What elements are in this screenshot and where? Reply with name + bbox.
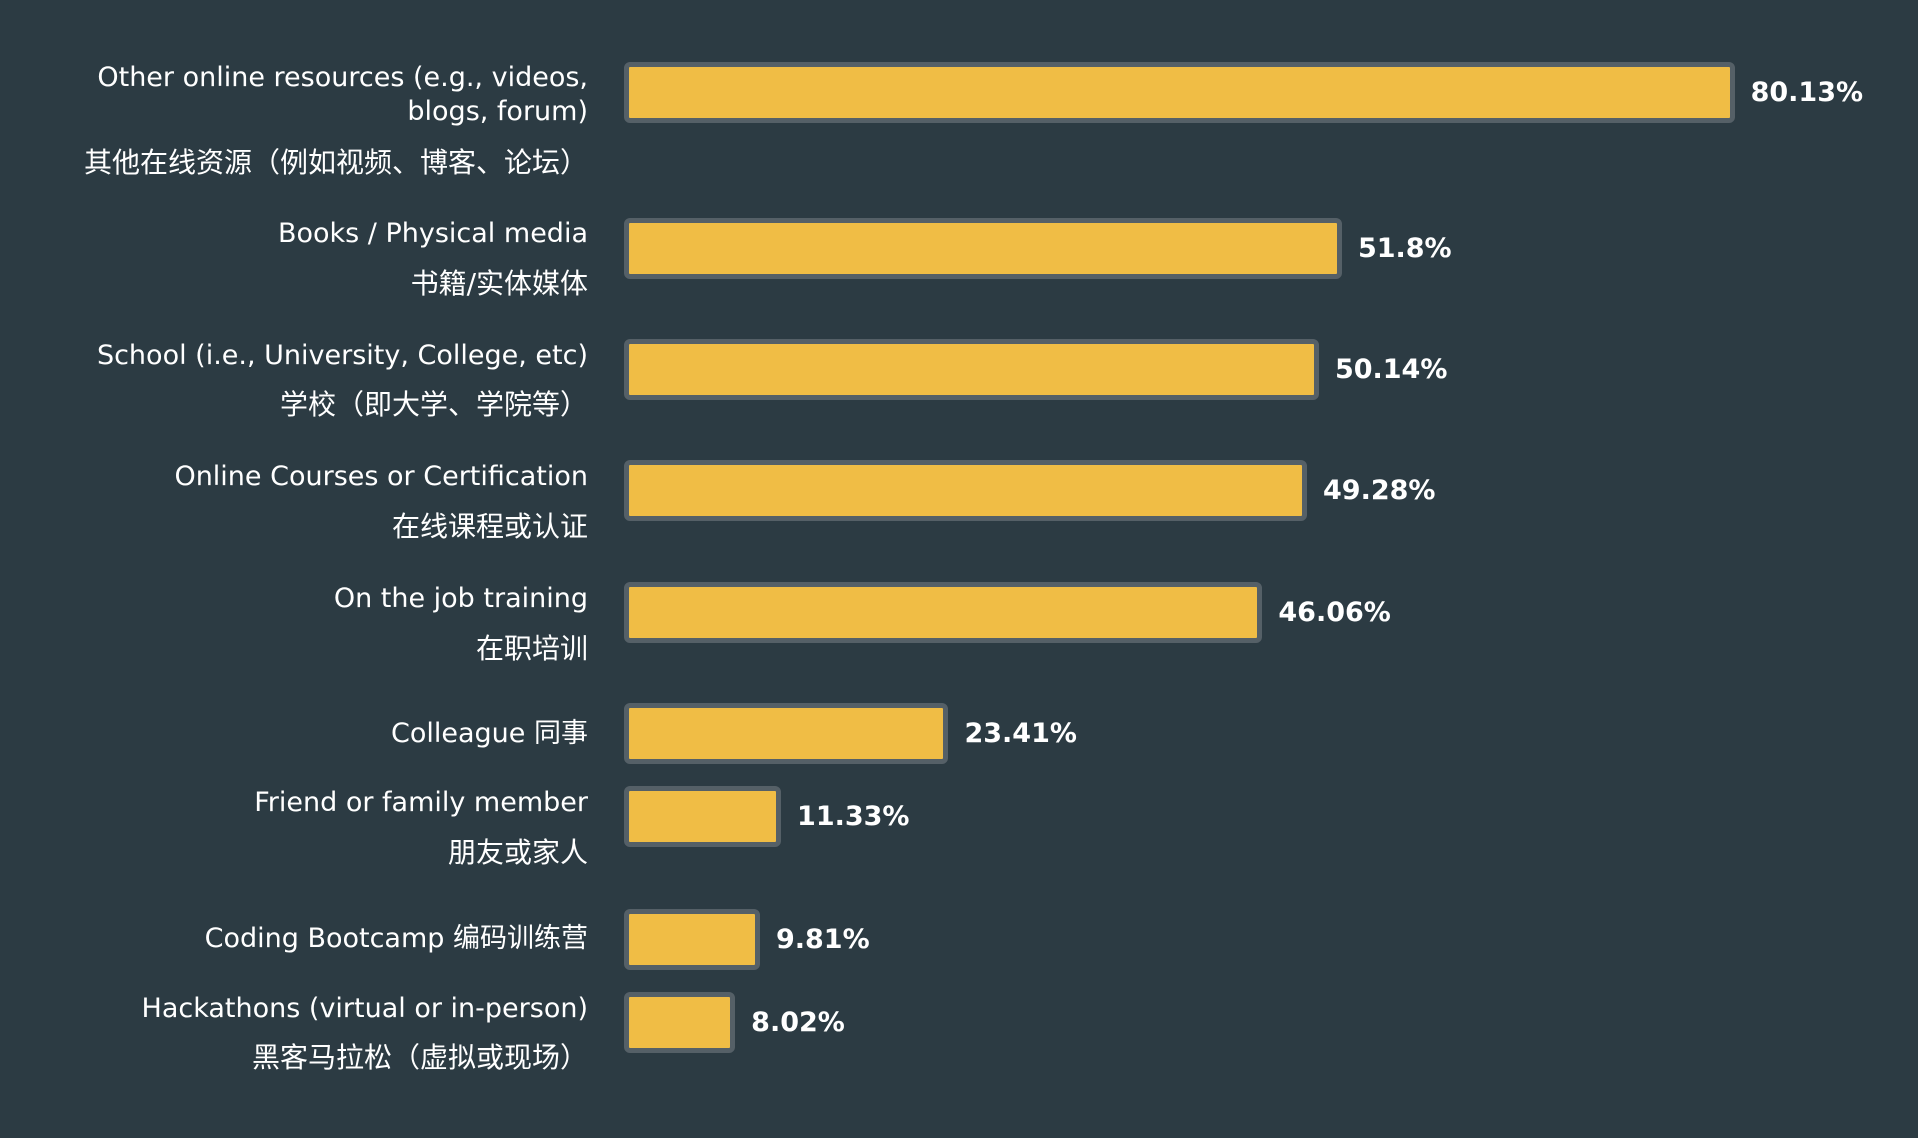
value-label: 49.28% xyxy=(1323,474,1436,506)
category-label-zh: 学校（即大学、学院等） xyxy=(279,388,588,421)
value-label: 9.81% xyxy=(775,923,870,955)
category-label-zh: 黑客马拉松（虚拟或现场） xyxy=(251,1041,588,1074)
category-label: Hackathons (virtual or in-person) xyxy=(141,993,588,1024)
category-label-zh: 其他在线资源（例如视频、博客、论坛） xyxy=(83,146,588,179)
category-label-zh: 在线课程或认证 xyxy=(391,510,588,543)
value-label: 8.02% xyxy=(751,1006,845,1038)
value-label: 50.14% xyxy=(1334,353,1448,385)
category-label: School (i.e., University, College, etc) xyxy=(96,340,588,371)
category-label: Books / Physical media xyxy=(277,218,588,249)
value-label: 80.13% xyxy=(1750,76,1864,108)
bar xyxy=(624,62,1735,123)
bar xyxy=(624,786,782,847)
value-label: 46.06% xyxy=(1278,596,1391,628)
bar xyxy=(624,909,760,970)
category-label: Other online resources (e.g., videos, bl… xyxy=(97,62,588,127)
value-label: 51.8% xyxy=(1357,232,1452,264)
value-label: 23.41% xyxy=(964,717,1077,749)
bar xyxy=(624,218,1342,279)
category-label-zh: 书籍/实体媒体 xyxy=(410,267,588,300)
value-label: 11.33% xyxy=(797,800,910,832)
category-label-zh: 在职培训 xyxy=(475,632,588,665)
bar xyxy=(624,339,1319,400)
bar xyxy=(624,703,949,764)
category-label-zh: 朋友或家人 xyxy=(447,836,588,869)
bar xyxy=(624,582,1263,643)
category-label: Friend or family member xyxy=(254,787,588,818)
category-label: Online Courses or Certification xyxy=(174,461,588,492)
bar xyxy=(624,460,1308,521)
category-label: Colleague 同事 xyxy=(391,718,588,749)
category-label: Coding Bootcamp 编码训练营 xyxy=(204,923,588,954)
bar xyxy=(624,992,736,1053)
category-label: On the job training xyxy=(333,583,588,614)
